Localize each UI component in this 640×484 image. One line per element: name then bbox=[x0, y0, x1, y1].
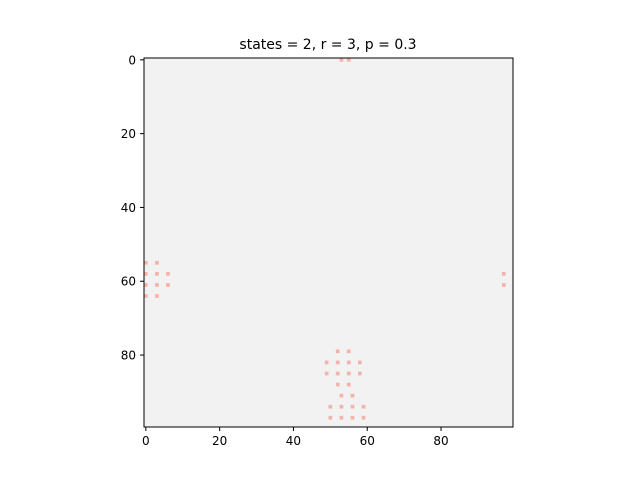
cell-mark bbox=[346, 58, 351, 62]
plot-background bbox=[144, 58, 513, 427]
cell-mark bbox=[350, 415, 355, 420]
cell-mark bbox=[324, 371, 329, 376]
cell-mark bbox=[361, 415, 366, 420]
cell-mark bbox=[350, 393, 355, 398]
y-tick-label: 80 bbox=[121, 349, 136, 363]
cell-mark bbox=[144, 260, 148, 265]
cell-mark bbox=[335, 371, 340, 376]
cell-mark bbox=[358, 360, 362, 365]
cell-mark bbox=[339, 393, 344, 398]
cell-mark bbox=[166, 283, 170, 287]
cell-mark bbox=[339, 415, 344, 420]
cell-mark bbox=[144, 272, 148, 276]
cell-mark bbox=[144, 294, 148, 298]
cell-mark bbox=[346, 371, 351, 376]
cell-mark bbox=[358, 371, 362, 376]
cell-mark bbox=[166, 272, 170, 276]
cell-mark bbox=[346, 349, 351, 354]
cell-mark bbox=[346, 360, 351, 365]
cell-mark bbox=[501, 272, 506, 276]
y-axis: 0 20 40 60 80 bbox=[121, 53, 144, 363]
x-axis: 0 20 40 60 80 bbox=[142, 427, 449, 448]
cell-mark bbox=[155, 260, 159, 265]
cell-mark bbox=[335, 360, 340, 365]
cell-mark bbox=[339, 404, 344, 409]
x-tick-label: 40 bbox=[286, 434, 301, 448]
cell-mark bbox=[324, 360, 329, 365]
cell-mark bbox=[328, 415, 333, 420]
y-tick-label: 20 bbox=[121, 127, 136, 141]
cell-mark bbox=[339, 58, 344, 62]
x-tick-label: 0 bbox=[142, 434, 150, 448]
y-tick-label: 60 bbox=[121, 275, 136, 289]
cell-mark bbox=[346, 382, 351, 387]
cell-mark bbox=[335, 382, 340, 387]
x-tick-label: 80 bbox=[433, 434, 448, 448]
cell-mark bbox=[361, 404, 366, 409]
y-tick-label: 0 bbox=[128, 53, 136, 67]
cell-mark bbox=[155, 294, 159, 298]
plot-frame bbox=[143, 57, 514, 428]
cell-layer bbox=[144, 58, 506, 420]
cell-mark bbox=[350, 404, 355, 409]
x-tick-label: 60 bbox=[360, 434, 375, 448]
cell-mark bbox=[501, 283, 506, 287]
cell-mark bbox=[155, 283, 159, 287]
cell-mark bbox=[144, 283, 148, 287]
cell-mark bbox=[335, 349, 340, 354]
cell-mark bbox=[155, 272, 159, 276]
cell-mark bbox=[328, 404, 333, 409]
chart-title: states = 2, r = 3, p = 0.3 bbox=[239, 37, 416, 53]
y-tick-label: 40 bbox=[121, 201, 136, 215]
x-tick-label: 20 bbox=[212, 434, 227, 448]
plot-area bbox=[143, 57, 514, 428]
